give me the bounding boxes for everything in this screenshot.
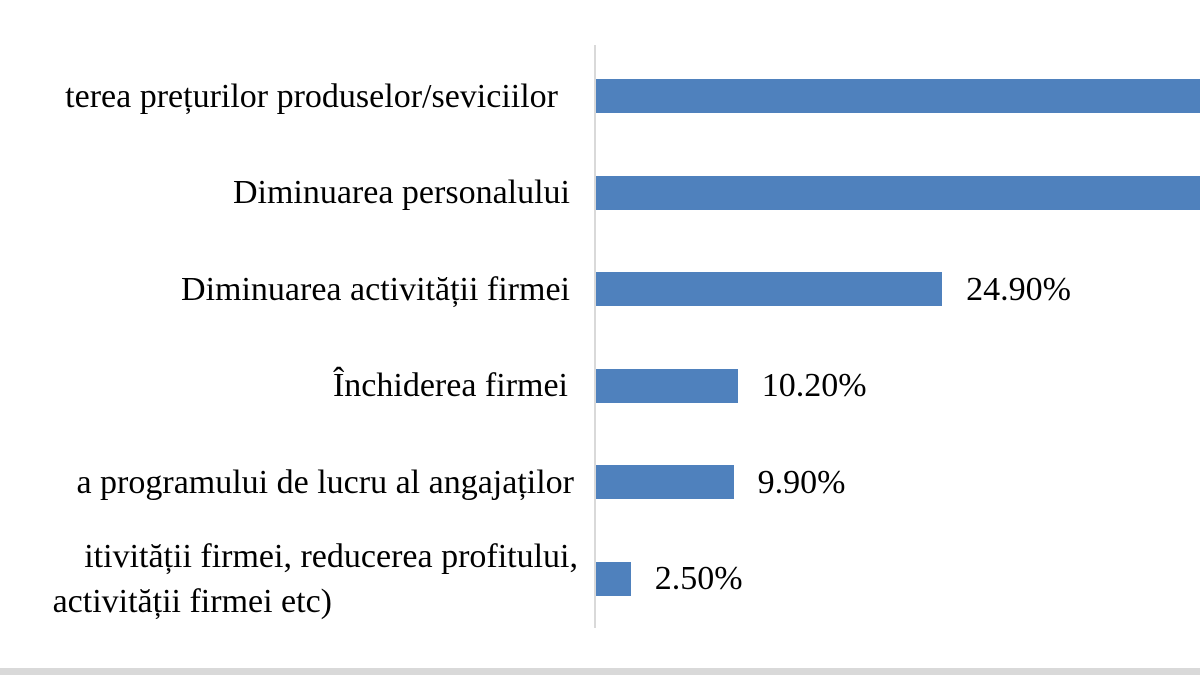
y-axis-line (594, 45, 596, 628)
category-label: terea prețurilor produselor/seviciilor (65, 77, 558, 115)
bar (596, 272, 943, 307)
category-label: Diminuarea activității firmei (181, 270, 570, 308)
bar (596, 79, 1200, 114)
bar (596, 465, 734, 500)
category-label: itivității firmei, reducerea profitului, (84, 537, 578, 575)
value-label: 2.50% (654, 560, 743, 598)
window-bottom-edge-strip (0, 668, 1200, 675)
value-label: 24.90% (966, 270, 1071, 308)
value-label: 10.20% (761, 367, 867, 405)
category-label: Diminuarea personalului (232, 174, 570, 212)
bar (596, 561, 631, 596)
category-label: a programului de lucru al angajaților (76, 463, 574, 501)
category-label: Închiderea firmei (332, 367, 568, 405)
category-label: activității firmei etc) (52, 582, 332, 620)
bar (596, 175, 1200, 210)
bar (596, 368, 738, 403)
value-label: 9.90% (757, 463, 846, 501)
